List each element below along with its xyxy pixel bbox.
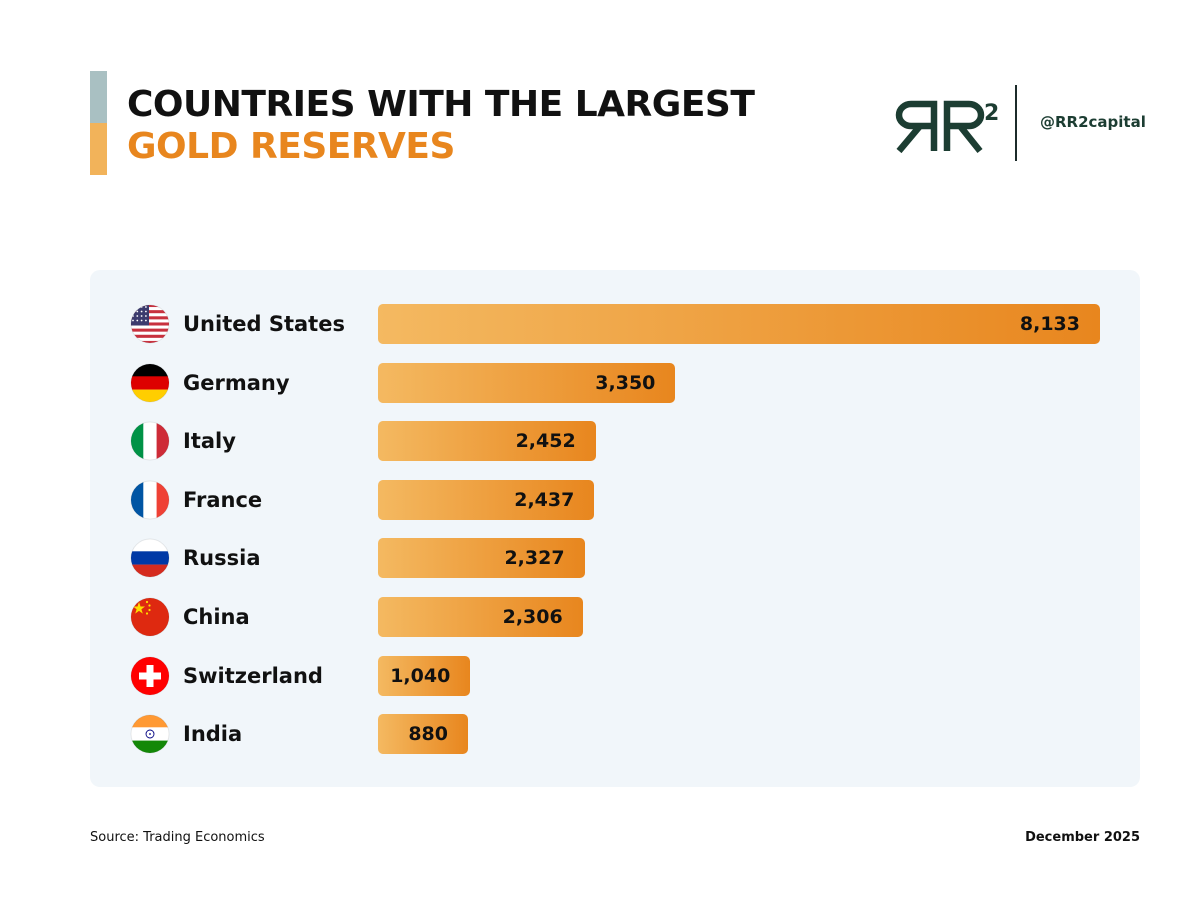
accent-bar-top <box>90 71 107 123</box>
category-label: China <box>183 605 250 629</box>
bar: 880 <box>378 714 468 755</box>
italy-flag-icon <box>130 421 170 461</box>
chart-panel: United States 8,133 Germany 3,350 Italy 2,452… <box>90 270 1140 787</box>
bar: 3,350 <box>378 362 676 403</box>
us-flag-icon <box>130 304 170 344</box>
data-label: 2,452 <box>515 430 576 453</box>
data-label: 2,327 <box>504 547 565 570</box>
bar-row: India 880 <box>90 713 1140 755</box>
russia-flag-icon <box>130 538 170 578</box>
social-handle: @RR2capital <box>1040 113 1146 131</box>
data-label: 880 <box>408 723 448 746</box>
bar: 1,040 <box>378 655 471 696</box>
china-flag-icon <box>130 597 170 637</box>
category-label: Switzerland <box>183 663 323 688</box>
title-accent-bar <box>90 71 107 175</box>
bar: 2,306 <box>378 597 583 637</box>
data-label: 1,040 <box>390 664 451 687</box>
title-line-1: COUNTRIES WITH THE LARGEST <box>127 84 755 125</box>
date-note: December 2025 <box>1025 830 1140 845</box>
category-label: India <box>183 722 243 747</box>
france-flag-icon <box>130 480 170 520</box>
bar-row: Germany 3,350 <box>90 362 1140 404</box>
bar-row: Russia 2,327 <box>90 537 1140 579</box>
bar: 8,133 <box>378 304 1100 344</box>
data-label: 3,350 <box>595 371 656 394</box>
category-label: France <box>183 487 263 512</box>
logo-r <box>943 100 985 154</box>
bar: 2,437 <box>378 479 595 520</box>
logo-superscript: 2 <box>984 101 999 126</box>
germany-flag-icon <box>130 363 170 403</box>
category-label: Germany <box>183 370 290 395</box>
data-label: 8,133 <box>1019 313 1080 335</box>
category-label: United States <box>183 312 345 336</box>
source-note: Source: Trading Economics <box>90 830 265 845</box>
bar-row: Italy 2,452 <box>90 420 1140 462</box>
bar-row: France 2,437 <box>90 479 1140 521</box>
india-flag-icon <box>130 714 170 754</box>
accent-bar-bottom <box>90 123 107 175</box>
switzerland-flag-icon <box>130 656 170 696</box>
bar: 2,452 <box>378 421 596 462</box>
bar: 2,327 <box>378 538 585 579</box>
category-label: Italy <box>183 429 236 454</box>
bar-row: Switzerland 1,040 <box>90 655 1140 697</box>
rr2-logo: 2 <box>895 100 999 154</box>
chart-title: COUNTRIES WITH THE LARGEST GOLD RESERVES <box>127 84 755 168</box>
data-label: 2,306 <box>502 606 563 628</box>
bar-row: China 2,306 <box>90 596 1140 638</box>
title-line-2: GOLD RESERVES <box>127 126 455 167</box>
logo-mirrored-r <box>895 100 938 154</box>
data-label: 2,437 <box>514 488 575 511</box>
bar-row: United States 8,133 <box>90 303 1140 345</box>
logo-divider <box>1015 85 1017 161</box>
category-label: Russia <box>183 546 261 571</box>
